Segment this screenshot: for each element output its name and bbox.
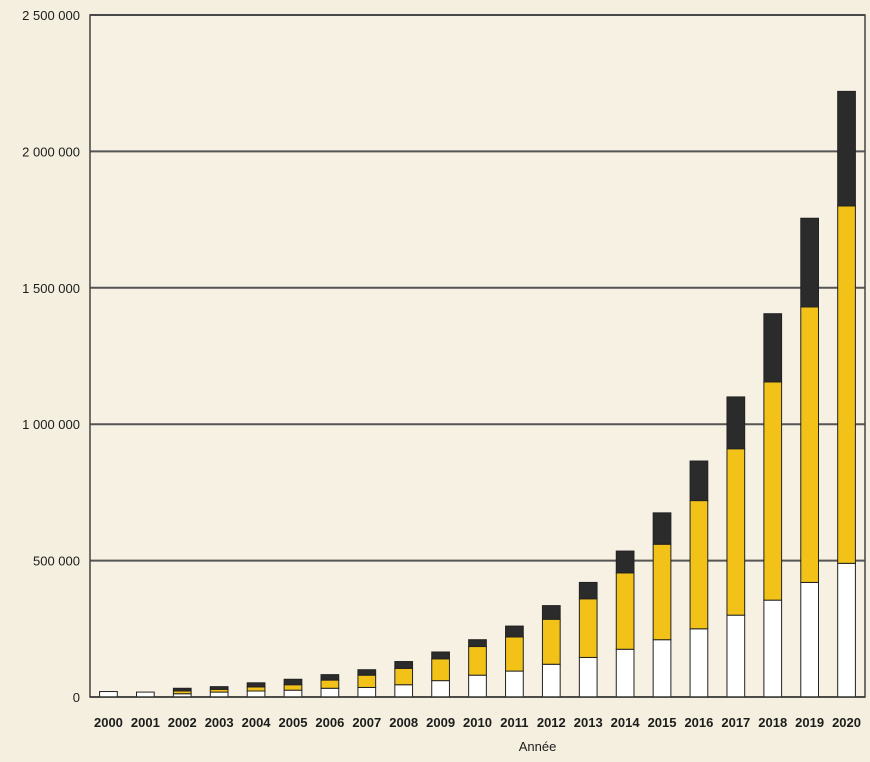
bar-segment-2012-s2 — [541, 618, 561, 665]
bar-segment-2004-s2 — [246, 686, 266, 692]
x-tick-label: 2007 — [352, 715, 381, 730]
x-tick-label: 2018 — [758, 715, 787, 730]
x-tick-label: 2009 — [426, 715, 455, 730]
bar-segment-2013-s2 — [578, 598, 598, 658]
bar-segment-2007-s2 — [357, 674, 377, 688]
bar-segment-2002-s3 — [172, 687, 192, 692]
x-tick-label: 2001 — [131, 715, 160, 730]
x-tick-label: 2016 — [684, 715, 713, 730]
plot-area — [90, 15, 865, 697]
x-tick-label: 2017 — [721, 715, 750, 730]
bar-segment-2003-s3 — [209, 686, 229, 690]
x-axis-title: Année — [519, 739, 557, 754]
bar-segment-2018-s3 — [763, 313, 783, 383]
bar-segment-2014-s1 — [615, 648, 635, 698]
bar-segment-2009-s3 — [431, 651, 450, 660]
bar-segment-2019-s1 — [800, 581, 819, 698]
bar-segment-2015-s3 — [652, 512, 672, 545]
y-tick-label: 500 000 — [33, 554, 80, 569]
x-tick-label: 2004 — [242, 715, 272, 730]
bar-segment-2011-s3 — [505, 625, 524, 638]
bar-segment-2006-s3 — [320, 674, 340, 681]
y-tick-label: 2 000 000 — [22, 144, 80, 159]
bar-segment-2014-s3 — [615, 550, 635, 574]
bar-segment-2010-s2 — [468, 646, 487, 676]
bar-segment-2010-s1 — [468, 674, 487, 698]
bar-segment-2020-s2 — [837, 205, 856, 564]
bar-segment-2017-s1 — [726, 614, 746, 698]
bar-segment-2018-s2 — [763, 381, 783, 601]
x-tick-label: 2013 — [574, 715, 603, 730]
y-tick-label: 1 000 000 — [22, 417, 80, 432]
bar-segment-2019-s3 — [800, 217, 819, 308]
bar-segment-2010-s3 — [468, 639, 487, 648]
bar-segment-2012-s1 — [541, 663, 561, 698]
y-tick-label: 0 — [73, 690, 80, 705]
bar-segment-2017-s2 — [726, 448, 746, 616]
bar-segment-2008-s1 — [394, 684, 414, 698]
bar-segment-2018-s1 — [763, 599, 783, 698]
x-tick-label: 2015 — [648, 715, 677, 730]
bar-segment-2020-s3 — [837, 90, 856, 207]
bar-segment-2015-s1 — [652, 639, 672, 698]
bar-segment-2019-s2 — [800, 306, 819, 583]
bar-segment-2009-s2 — [431, 658, 450, 682]
x-tick-label: 2020 — [832, 715, 861, 730]
x-tick-label: 2008 — [389, 715, 418, 730]
bar-segment-2007-s1 — [357, 686, 377, 698]
x-tick-label: 2005 — [279, 715, 308, 730]
bar-segment-2011-s2 — [505, 636, 524, 672]
bar-segment-2005-s3 — [283, 678, 303, 686]
bar-segment-2006-s1 — [320, 687, 340, 698]
x-tick-label: 2011 — [500, 715, 528, 730]
x-tick-label: 2014 — [611, 715, 641, 730]
x-tick-label: 2003 — [205, 715, 234, 730]
bar-segment-2015-s2 — [652, 543, 672, 641]
x-tick-label: 2006 — [315, 715, 344, 730]
y-tick-label: 2 500 000 — [22, 8, 80, 23]
bar-segment-2006-s2 — [320, 679, 340, 689]
x-tick-label: 2012 — [537, 715, 566, 730]
bar-segment-2008-s3 — [394, 661, 414, 669]
bar-segment-2011-s1 — [505, 670, 524, 698]
x-tick-label: 2002 — [168, 715, 197, 730]
x-tick-label: 2019 — [795, 715, 824, 730]
y-tick-label: 1 500 000 — [22, 281, 80, 296]
bar-segment-2016-s2 — [689, 500, 709, 630]
bar-segment-2008-s2 — [394, 667, 414, 686]
bar-segment-2016-s3 — [689, 460, 709, 502]
x-tick-label: 2000 — [94, 715, 123, 730]
bar-segment-2000-s1 — [99, 691, 118, 698]
bar-segment-2004-s1 — [246, 690, 266, 698]
bar-segment-2012-s3 — [541, 605, 561, 620]
bar-segment-2005-s1 — [283, 689, 303, 698]
bar-segment-2007-s3 — [357, 669, 377, 676]
bar-segment-2009-s1 — [431, 680, 450, 698]
bar-segment-2017-s3 — [726, 396, 746, 450]
bar-segment-2004-s3 — [246, 682, 266, 688]
x-tick-label: 2010 — [463, 715, 492, 730]
bar-segment-2016-s1 — [689, 628, 709, 698]
bar-segment-2014-s2 — [615, 572, 635, 650]
bar-segment-2020-s1 — [837, 562, 856, 698]
bar-segment-2013-s1 — [578, 656, 598, 698]
bar-segment-2005-s2 — [283, 684, 303, 691]
bar-segment-2013-s3 — [578, 581, 598, 600]
